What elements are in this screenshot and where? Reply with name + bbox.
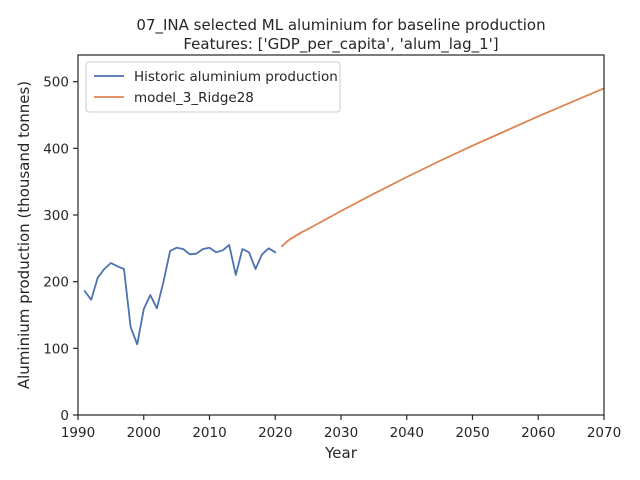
y-tick-label: 300 <box>43 208 69 224</box>
chart-title: 07_INA selected ML aluminium for baselin… <box>136 16 545 35</box>
legend: Historic aluminium production model_3_Ri… <box>85 61 341 113</box>
x-tick-label: 1990 <box>61 425 95 441</box>
x-tick-label: 2020 <box>258 425 292 441</box>
y-tick-label: 500 <box>43 75 69 91</box>
x-axis-label: Year <box>324 444 358 462</box>
series-lines <box>83 87 605 346</box>
series-line-historic <box>83 244 277 346</box>
x-tick-label: 2070 <box>587 425 621 441</box>
legend-label-historic: Historic aluminium production <box>134 69 338 85</box>
x-tick-label: 2040 <box>390 425 424 441</box>
x-tick-label: 2060 <box>521 425 555 441</box>
plot-frame <box>77 54 605 416</box>
y-tick-label: 400 <box>43 141 69 157</box>
y-tick-label: 100 <box>43 341 69 357</box>
chart-subtitle: Features: ['GDP_per_capita', 'alum_lag_1… <box>183 35 498 54</box>
x-tick-label: 2010 <box>192 425 226 441</box>
x-tick-label: 2030 <box>324 425 358 441</box>
y-tick-label: 0 <box>60 408 69 424</box>
series-line-model <box>280 87 605 248</box>
legend-label-model: model_3_Ridge28 <box>134 90 254 106</box>
y-axis-label: Aluminium production (thousand tonnes) <box>15 81 33 389</box>
x-tick-label: 2000 <box>127 425 161 441</box>
plot-area <box>78 55 604 415</box>
y-axis-ticks: 0 100 200 300 400 500 <box>43 75 78 424</box>
legend-box <box>85 61 341 113</box>
y-tick-label: 200 <box>43 275 69 291</box>
x-tick-label: 2050 <box>455 425 489 441</box>
x-axis-ticks: 1990 2000 2010 2020 2030 2040 2050 2060 2070 <box>61 415 621 441</box>
